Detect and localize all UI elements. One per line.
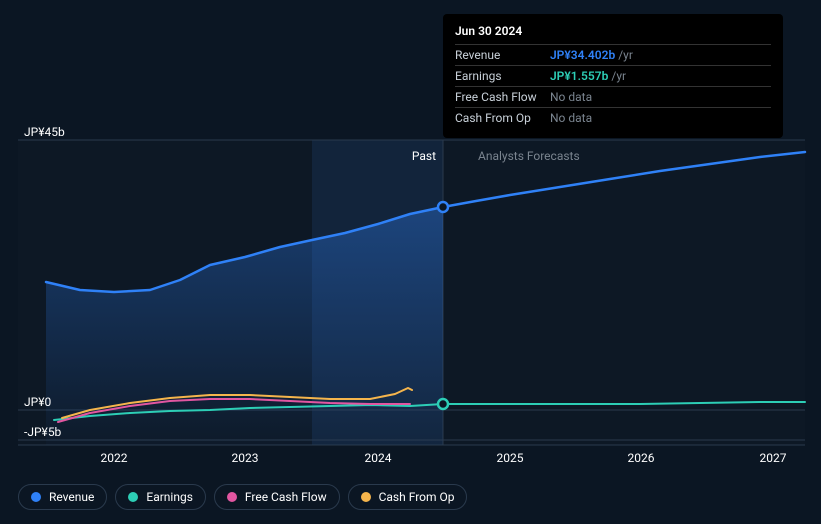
tooltip-row-unit: /yr	[618, 47, 633, 63]
legend-dot	[128, 492, 138, 502]
tooltip-date: Jun 30 2024	[455, 24, 771, 38]
tooltip-row-unit: /yr	[611, 68, 626, 84]
x-label: 2026	[628, 451, 655, 465]
legend-label: Cash From Op	[379, 490, 455, 504]
financials-chart: JP¥45b JP¥0 -JP¥5b Past Analysts Forecas…	[0, 0, 821, 524]
phase-past-label: Past	[380, 149, 436, 163]
tooltip-row: RevenueJP¥34.402b/yr	[455, 44, 771, 65]
legend-item-cash-from-op[interactable]: Cash From Op	[348, 484, 468, 510]
tooltip-row-label: Free Cash Flow	[455, 89, 550, 105]
legend-label: Free Cash Flow	[245, 490, 327, 504]
legend-dot	[361, 492, 371, 502]
tooltip-row-label: Revenue	[455, 47, 550, 63]
phase-future-label: Analysts Forecasts	[478, 149, 580, 163]
tooltip-row: Cash From OpNo data	[455, 107, 771, 128]
legend-item-free-cash-flow[interactable]: Free Cash Flow	[214, 484, 340, 510]
tooltip-row-nodata: No data	[550, 89, 592, 105]
legend-dot	[31, 492, 41, 502]
chart-legend: Revenue Earnings Free Cash Flow Cash From O…	[18, 484, 467, 510]
legend-item-revenue[interactable]: Revenue	[18, 484, 107, 510]
tooltip-row-label: Earnings	[455, 68, 550, 84]
x-label: 2024	[365, 451, 392, 465]
tooltip-row-value: JP¥1.557b	[550, 68, 608, 84]
legend-dot	[227, 492, 237, 502]
tooltip-row: Free Cash FlowNo data	[455, 86, 771, 107]
legend-label: Revenue	[49, 490, 94, 504]
tooltip-row-value: JP¥34.402b	[550, 47, 615, 63]
y-label-neg5b: -JP¥5b	[24, 425, 61, 439]
y-label-45b: JP¥45b	[24, 125, 65, 139]
y-label-0: JP¥0	[24, 395, 51, 409]
x-label: 2025	[497, 451, 524, 465]
legend-label: Earnings	[146, 490, 193, 504]
x-label: 2022	[101, 451, 128, 465]
chart-tooltip: Jun 30 2024 RevenueJP¥34.402b/yrEarnings…	[443, 14, 783, 138]
x-label: 2027	[760, 451, 787, 465]
tooltip-row-nodata: No data	[550, 110, 592, 126]
tooltip-row: EarningsJP¥1.557b/yr	[455, 65, 771, 86]
legend-item-earnings[interactable]: Earnings	[115, 484, 206, 510]
x-label: 2023	[232, 451, 259, 465]
tooltip-row-label: Cash From Op	[455, 110, 550, 126]
